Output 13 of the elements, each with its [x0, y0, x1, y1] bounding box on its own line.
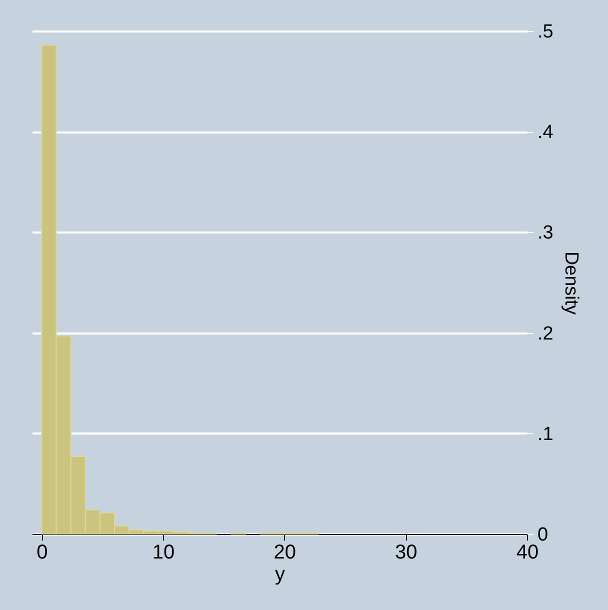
- x-tick-label: 30: [395, 542, 418, 564]
- x-axis-title: y: [275, 564, 285, 586]
- x-tick-label: 40: [516, 542, 539, 564]
- y-tick-label: .2: [538, 323, 554, 344]
- y-tick-label: 0: [538, 524, 548, 546]
- y-tick-label: .3: [538, 222, 554, 244]
- y-tick-label: .4: [538, 122, 554, 144]
- x-tick-label: 10: [152, 542, 175, 564]
- y-axis-title: Density: [560, 251, 582, 316]
- x-tick-label: 20: [274, 542, 296, 564]
- x-tick-label: 0: [36, 542, 48, 564]
- y-tick-label: .1: [538, 424, 554, 445]
- y-tick-label: .5: [538, 22, 554, 42]
